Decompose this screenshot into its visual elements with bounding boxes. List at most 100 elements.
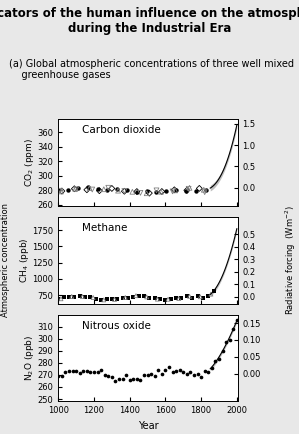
Point <box>56 372 61 379</box>
Point <box>61 293 66 300</box>
Point <box>97 187 102 194</box>
Point <box>198 293 203 300</box>
Point <box>176 295 181 302</box>
Point <box>152 372 157 379</box>
Point <box>192 372 196 379</box>
Point <box>134 292 138 299</box>
Point <box>190 295 195 302</box>
Point <box>113 378 118 385</box>
Point <box>85 186 89 193</box>
Point <box>60 373 64 380</box>
Point <box>193 187 198 194</box>
Text: Radiative forcing  (Wm$^{-2}$): Radiative forcing (Wm$^{-2}$) <box>284 206 298 315</box>
Point <box>136 293 141 299</box>
Point <box>142 372 147 379</box>
Point <box>125 187 129 194</box>
Point <box>56 296 61 302</box>
Point <box>67 368 71 375</box>
Point <box>116 187 120 194</box>
Point <box>227 336 232 343</box>
Point <box>216 356 221 363</box>
Point <box>105 187 110 194</box>
Point <box>147 190 152 197</box>
Point <box>109 185 114 192</box>
Point <box>122 187 127 194</box>
Text: Methane: Methane <box>82 223 127 233</box>
Point <box>163 367 168 374</box>
Point <box>149 370 153 377</box>
Point <box>163 296 168 303</box>
Point <box>88 294 93 301</box>
Point <box>88 369 93 376</box>
Point <box>56 186 61 193</box>
Point <box>109 374 114 381</box>
Point <box>172 186 177 193</box>
Point <box>91 294 95 301</box>
Point <box>167 363 171 370</box>
Point <box>173 187 178 194</box>
Point <box>202 367 207 374</box>
Y-axis label: N$_2$O (ppb): N$_2$O (ppb) <box>23 335 36 381</box>
Point <box>202 186 206 193</box>
Point <box>156 367 161 374</box>
Point <box>67 293 71 300</box>
Point <box>199 373 204 380</box>
Point <box>142 293 147 299</box>
Point <box>211 287 216 294</box>
Point <box>231 326 236 332</box>
Point <box>184 187 189 194</box>
Point <box>188 369 193 376</box>
Point <box>209 364 214 371</box>
Point <box>168 296 173 302</box>
Point <box>145 372 150 378</box>
Point <box>127 377 132 384</box>
Point <box>77 369 82 376</box>
Text: (a) Global atmospheric concentrations of three well mixed
    greenhouse gases: (a) Global atmospheric concentrations of… <box>9 59 294 80</box>
Point <box>154 187 159 194</box>
Point <box>224 339 228 345</box>
Point <box>206 369 210 376</box>
Point <box>123 294 128 301</box>
Point <box>177 367 182 374</box>
Point <box>144 293 149 300</box>
Point <box>152 294 157 301</box>
Point <box>63 369 68 376</box>
Point <box>155 296 160 302</box>
Y-axis label: CH$_4$ (ppb): CH$_4$ (ppb) <box>18 237 31 283</box>
Point <box>164 187 169 194</box>
Point <box>187 293 192 300</box>
Point <box>170 188 175 195</box>
Point <box>208 291 213 298</box>
Point <box>72 293 77 300</box>
Point <box>70 368 75 375</box>
Point <box>179 295 184 302</box>
Point <box>91 368 96 375</box>
Point <box>135 189 139 196</box>
Point <box>106 184 111 191</box>
Point <box>186 185 191 192</box>
Point <box>99 367 103 374</box>
Point <box>95 368 100 375</box>
Point <box>213 358 218 365</box>
Point <box>122 188 127 195</box>
Point <box>170 368 175 375</box>
Point <box>104 296 109 303</box>
Point <box>124 372 129 379</box>
Point <box>147 294 152 301</box>
Point <box>138 189 143 196</box>
Point <box>181 368 186 375</box>
Point <box>184 293 189 300</box>
Point <box>159 371 164 378</box>
X-axis label: Year: Year <box>138 421 158 431</box>
Point <box>195 292 200 299</box>
Point <box>187 184 192 191</box>
Point <box>174 368 179 375</box>
Point <box>83 293 88 300</box>
Point <box>184 188 188 195</box>
Point <box>58 187 62 194</box>
Point <box>93 296 98 303</box>
Point <box>120 294 125 301</box>
Point <box>159 188 164 195</box>
Text: Nitrous oxide: Nitrous oxide <box>82 321 150 331</box>
Point <box>234 317 239 324</box>
